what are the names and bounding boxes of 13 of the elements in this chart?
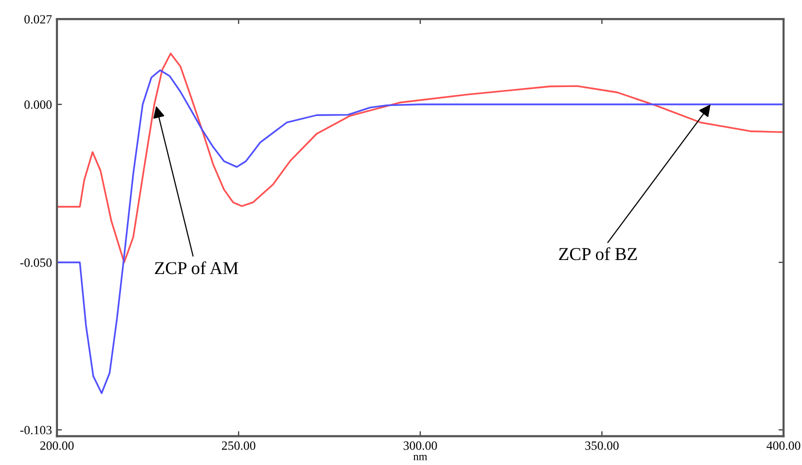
x-tick-label: 350.00 bbox=[585, 441, 619, 450]
x-tick-label: 300.00 bbox=[404, 441, 437, 450]
x-tick-label: 400.00 bbox=[766, 441, 800, 450]
y-tick-label: -0.103 bbox=[20, 426, 52, 434]
y-tick-label: 0.000 bbox=[24, 100, 52, 109]
line-series bbox=[56, 69, 784, 394]
x-tick-label: 200.00 bbox=[40, 441, 74, 450]
y-tick-label: -0.050 bbox=[20, 258, 52, 267]
annotation: ZCP of BZ bbox=[559, 247, 637, 260]
x-axis-title: nm bbox=[413, 454, 428, 460]
annotation: ZCP of AM bbox=[154, 261, 238, 274]
x-tick-label: 250.00 bbox=[222, 441, 256, 450]
y-tick-label: 0.027 bbox=[24, 15, 52, 24]
